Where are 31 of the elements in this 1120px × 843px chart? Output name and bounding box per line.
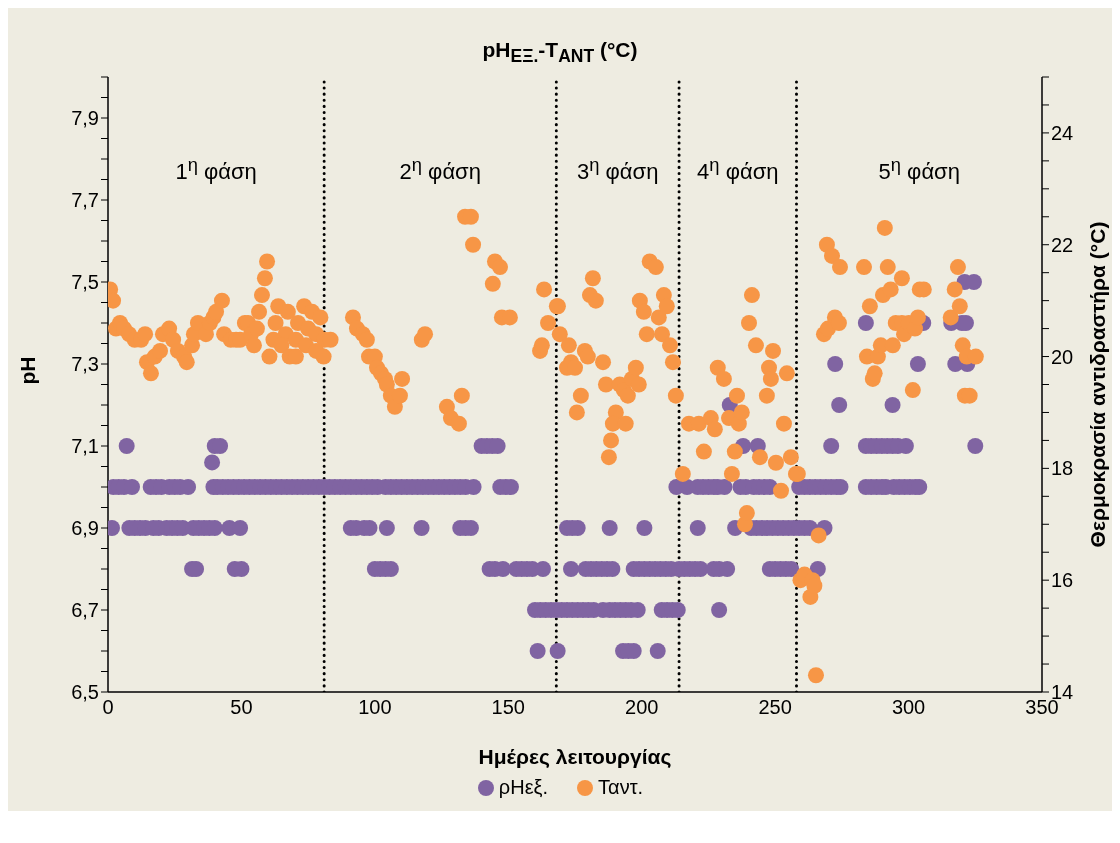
- y2-axis-title: Θερμοκρασία αντιδραστήρα (°C): [1086, 221, 1110, 548]
- y-tick-label: 7,3: [71, 353, 99, 376]
- annotation: 1$^{η}$ φάση: [175, 154, 257, 186]
- x-tick-label: 100: [358, 696, 392, 719]
- x-tick-label: 50: [230, 696, 253, 719]
- y2-tick-label: 16: [1051, 569, 1074, 592]
- y-tick-label: 7,1: [71, 435, 99, 458]
- y-tick-label: 7,7: [71, 189, 99, 212]
- x-tick-label: 300: [891, 696, 926, 719]
- annotation: 5$^{η}$ φάση: [878, 154, 960, 186]
- x-tick-label: 200: [625, 696, 659, 719]
- y2-tick-label: 22: [1051, 233, 1074, 256]
- x-tick-label: 150: [491, 696, 525, 719]
- y2-tick-label: 18: [1051, 457, 1074, 480]
- y-tick-label: 6,7: [71, 599, 99, 622]
- y-tick-label: 7,9: [71, 107, 99, 130]
- y-tick-label: 6,5: [71, 681, 99, 704]
- x-tick-label: 0: [102, 696, 114, 719]
- chart-title: pH$_{ΕΞ.}$-T$_{ΑΝΤ}$ (°C): [481, 38, 639, 68]
- annotation: 3$^{η}$ φάση: [577, 154, 659, 186]
- y2-tick-label: 20: [1051, 345, 1074, 368]
- y-tick-label: 6,9: [71, 517, 99, 540]
- y-axis-title: pH: [16, 356, 40, 385]
- y2-tick-label: 24: [1051, 122, 1074, 145]
- y-tick-label: 7,5: [71, 271, 99, 294]
- x-tick-label: 250: [758, 696, 792, 719]
- annotation: 2$^{η}$ φάση: [399, 154, 481, 186]
- legend-label: ρΗεξ.: [498, 776, 549, 799]
- legend-label: Ταντ.: [598, 776, 644, 799]
- annotation: 4$^{η}$ φάση: [697, 154, 779, 186]
- x-axis-title: Ημέρες λειτουργίας: [478, 745, 672, 769]
